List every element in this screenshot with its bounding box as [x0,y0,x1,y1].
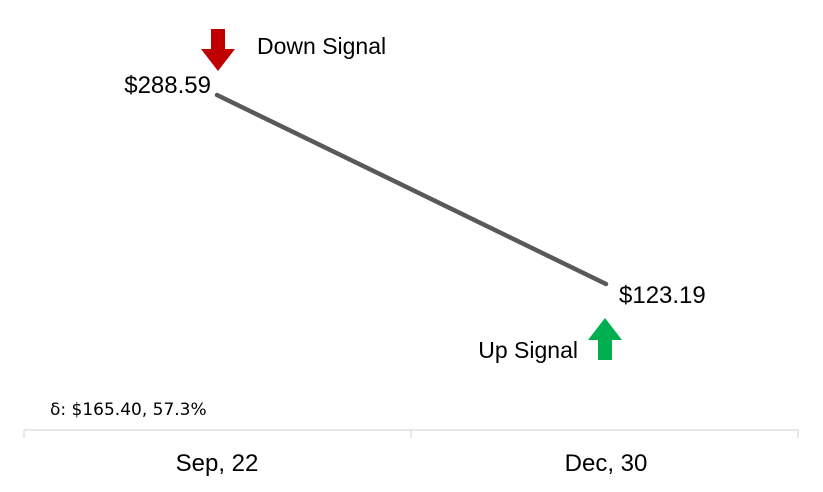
down-arrow-icon [201,29,235,71]
up-arrow-icon [588,318,622,360]
data-label-start: $288.59 [124,72,211,99]
price-series-line [214,92,609,287]
up-signal-label: Up Signal [478,337,578,363]
data-label-end: $123.19 [619,282,706,309]
down-signal-label: Down Signal [257,33,386,59]
x-tick-label: Sep, 22 [176,450,259,477]
x-tick-label: Dec, 30 [565,450,648,477]
delta-annotation: δ: $165.40, 57.3% [50,400,207,420]
